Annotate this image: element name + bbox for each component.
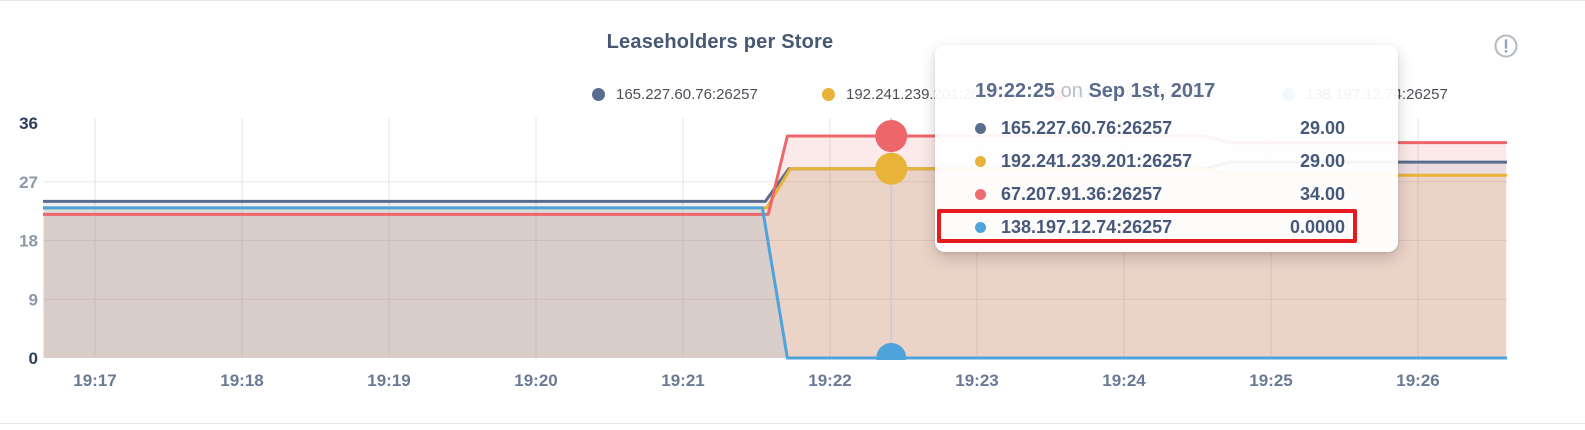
- page-title: Leaseholders per Store: [606, 31, 834, 53]
- x-tick-label: 19:25: [1249, 371, 1292, 390]
- tooltip-row-value: 0.0000: [1289, 217, 1345, 237]
- x-tick-label: 19:19: [367, 371, 410, 390]
- tooltip-conjunction: on: [1060, 80, 1083, 102]
- legend-item-node1[interactable]: 165.227.60.76:26257: [592, 84, 758, 104]
- series-dot-icon: [975, 156, 986, 167]
- tooltip-time: 19:22:25: [975, 80, 1056, 102]
- x-tick-label: 19:17: [73, 371, 116, 390]
- tooltip-timestamp: 19:22:25 on Sep 1st, 2017: [975, 78, 1345, 104]
- legend-dot-icon: [822, 87, 835, 101]
- y-tick-label: 18: [19, 232, 38, 251]
- hover-point-dot: [876, 343, 907, 360]
- y-tick-label: 0: [29, 349, 38, 368]
- x-tick-label: 19:21: [661, 371, 704, 390]
- series-dot-icon: [975, 123, 986, 134]
- tooltip-row-label: 67.207.91.36:26257: [1001, 184, 1163, 204]
- y-tick-label: 36: [19, 114, 38, 133]
- series-dot-icon: [975, 222, 986, 233]
- tooltip-row-label: 192.241.239.201:26257: [1001, 151, 1193, 171]
- hover-point-dot: [875, 120, 908, 153]
- series-dot-icon: [975, 189, 986, 200]
- tooltip-row-value: 29.00: [1299, 151, 1345, 171]
- x-tick-label: 19:23: [955, 371, 998, 390]
- hover-point-dot: [875, 152, 908, 185]
- legend-dot-icon: [592, 87, 605, 101]
- series-line: [43, 206, 1507, 360]
- tooltip-row: 67.207.91.36:26257 34.00: [975, 178, 1345, 211]
- x-tick-label: 19:22: [808, 371, 851, 390]
- tooltip-rows: 165.227.60.76:26257 29.00 192.241.239.20…: [975, 112, 1345, 244]
- tooltip-row-label: 165.227.60.76:26257: [1001, 118, 1173, 138]
- info-icon[interactable]: [1492, 32, 1520, 60]
- tooltip-row: 192.241.239.201:26257 29.00: [975, 145, 1345, 178]
- legend-item-label: 165.227.60.76:26257: [616, 85, 758, 103]
- tooltip-row-value: 29.00: [1299, 118, 1345, 138]
- tooltip-row: 165.227.60.76:26257 29.00: [975, 112, 1345, 145]
- x-tick-label: 19:26: [1396, 371, 1439, 390]
- y-tick-label: 27: [19, 173, 38, 192]
- x-tick-label: 19:18: [220, 371, 263, 390]
- panel-border-bottom: [0, 423, 1585, 424]
- tooltip-date: Sep 1st, 2017: [1088, 80, 1216, 102]
- tooltip-row-value: 34.00: [1299, 184, 1345, 204]
- y-tick-label: 9: [29, 290, 38, 309]
- panel-border-top: [0, 0, 1585, 1]
- hover-tooltip: 19:22:25 on Sep 1st, 2017 165.227.60.76:…: [935, 45, 1398, 252]
- tooltip-row-highlighted: 138.197.12.74:26257 0.0000: [975, 211, 1345, 244]
- x-tick-label: 19:20: [514, 371, 557, 390]
- x-tick-label: 19:24: [1102, 371, 1146, 390]
- tooltip-row-label: 138.197.12.74:26257: [1001, 217, 1173, 237]
